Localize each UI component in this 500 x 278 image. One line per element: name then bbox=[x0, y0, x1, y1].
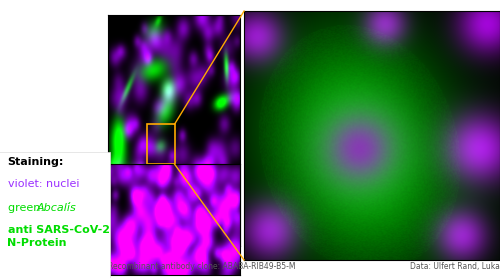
Text: Calu-3 cells
infected with
SARS-CoV-2: Calu-3 cells infected with SARS-CoV-2 bbox=[2, 8, 70, 41]
Text: green:: green: bbox=[8, 203, 47, 213]
Text: Staining:: Staining: bbox=[8, 157, 64, 167]
Text: Recombinant antibody clone: ABABA-RIB49-B5-M: Recombinant antibody clone: ABABA-RIB49-… bbox=[108, 262, 295, 271]
Bar bbox=[146, 124, 174, 164]
Text: violet: nuclei: violet: nuclei bbox=[8, 179, 79, 189]
Text: Calu-3 cells
uninfected: Calu-3 cells uninfected bbox=[2, 131, 63, 152]
Text: anti SARS-CoV-2
N-Protein: anti SARS-CoV-2 N-Protein bbox=[8, 225, 110, 248]
Text: Abcalís: Abcalís bbox=[37, 203, 77, 213]
Text: Data: Ulfert Rand, Luka Cicin Sain, HZI: Data: Ulfert Rand, Luka Cicin Sain, HZI bbox=[410, 262, 500, 271]
